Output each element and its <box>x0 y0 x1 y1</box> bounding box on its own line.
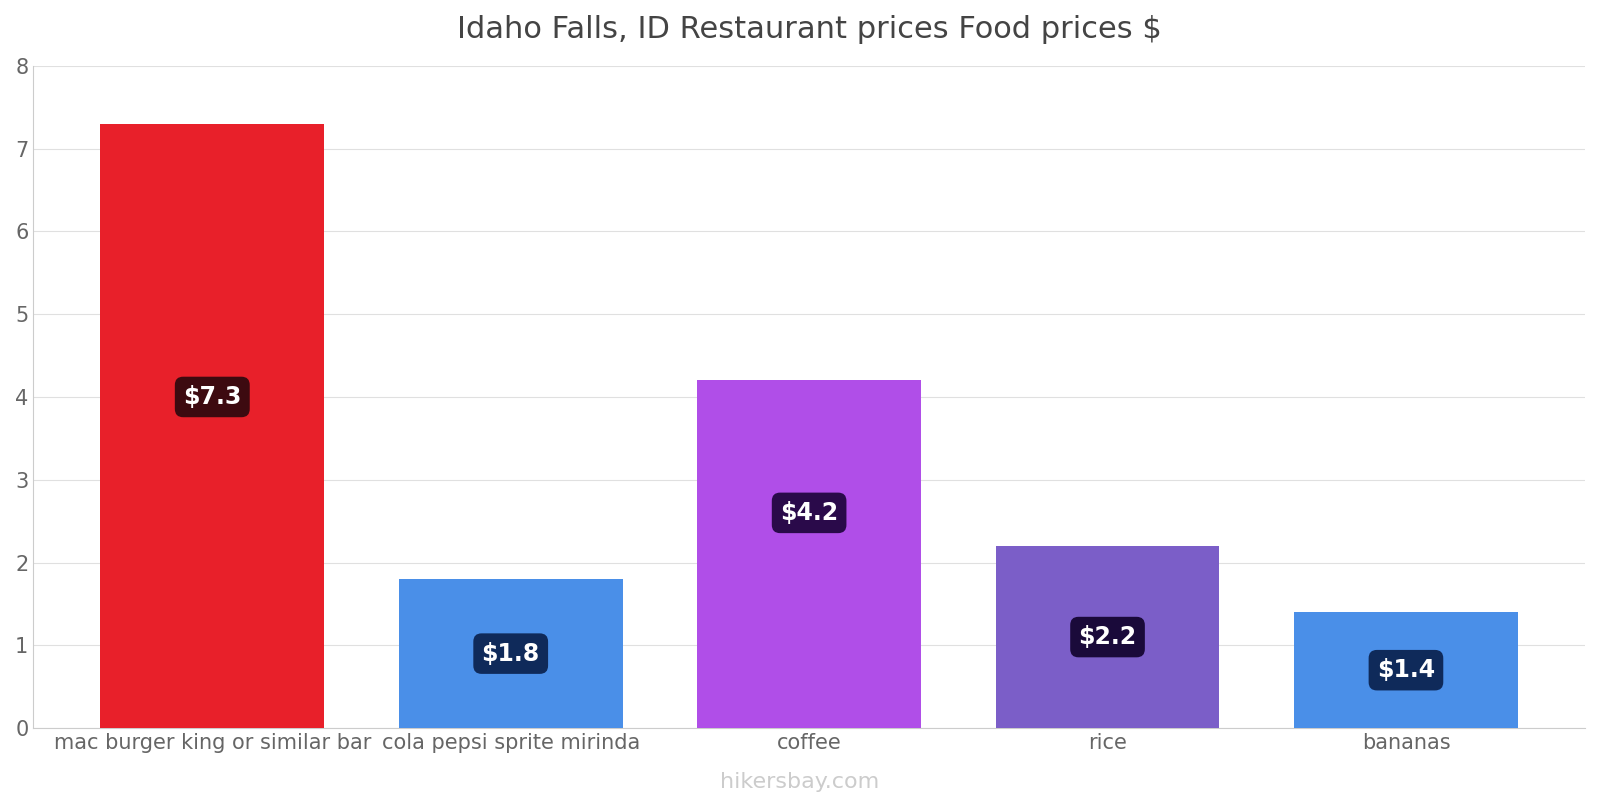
Text: $1.8: $1.8 <box>482 642 539 666</box>
Text: hikersbay.com: hikersbay.com <box>720 772 880 792</box>
Title: Idaho Falls, ID Restaurant prices Food prices $: Idaho Falls, ID Restaurant prices Food p… <box>456 15 1162 44</box>
Text: $2.2: $2.2 <box>1078 625 1136 649</box>
Bar <box>101 124 325 728</box>
Text: $1.4: $1.4 <box>1378 658 1435 682</box>
Bar <box>1294 612 1518 728</box>
Text: $4.2: $4.2 <box>781 501 838 525</box>
Bar <box>995 546 1219 728</box>
Bar <box>398 579 622 728</box>
Bar <box>698 380 922 728</box>
Text: $7.3: $7.3 <box>182 385 242 409</box>
